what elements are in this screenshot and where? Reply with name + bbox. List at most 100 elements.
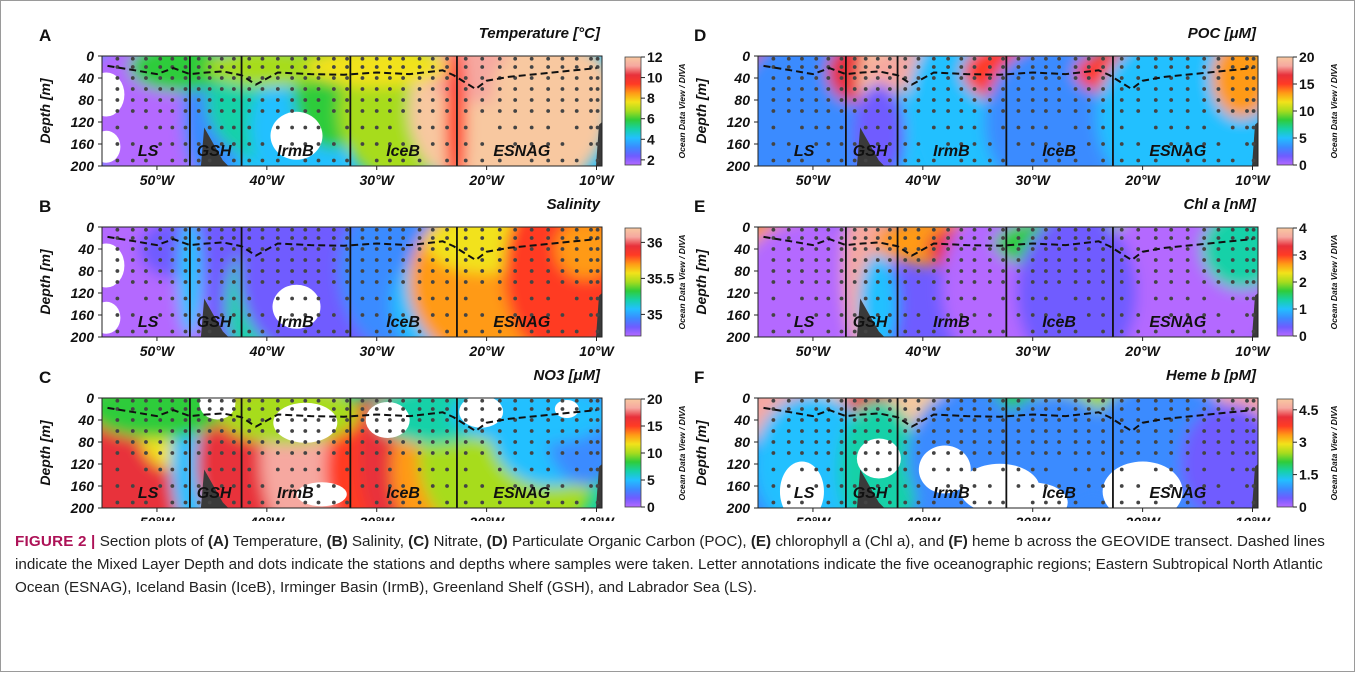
sample-dot bbox=[1044, 142, 1048, 146]
sample-dot bbox=[1016, 76, 1021, 80]
sample-dot bbox=[946, 407, 951, 411]
sample-dot bbox=[360, 87, 365, 91]
sample-dot bbox=[463, 227, 468, 232]
sample-dot bbox=[513, 142, 518, 146]
sample-dot bbox=[1136, 407, 1141, 411]
field-patch bbox=[128, 56, 229, 92]
sample-dot bbox=[1202, 247, 1207, 251]
sample-dot bbox=[814, 56, 819, 61]
region-label: IceB bbox=[386, 485, 420, 502]
sample-dot bbox=[480, 500, 485, 505]
sample-dot bbox=[275, 296, 280, 301]
sample-dot bbox=[972, 329, 977, 334]
sample-dot bbox=[1230, 500, 1235, 505]
sample-dot bbox=[903, 296, 908, 301]
sample-dot bbox=[260, 429, 265, 433]
sample-dot bbox=[331, 65, 336, 69]
sample-dot bbox=[839, 440, 844, 444]
sample-dot bbox=[529, 440, 534, 444]
sample-dot bbox=[275, 98, 280, 102]
y-tick-label: 0 bbox=[86, 48, 94, 64]
sample-dot bbox=[445, 407, 449, 411]
colorbar-tick-label: 0 bbox=[1299, 499, 1307, 515]
sample-dot bbox=[786, 500, 791, 505]
sample-dot bbox=[231, 296, 236, 301]
sample-dot bbox=[1251, 484, 1256, 488]
sample-dot bbox=[1251, 398, 1256, 403]
sample-dot bbox=[290, 313, 295, 317]
sample-dot bbox=[247, 280, 252, 284]
sample-dot bbox=[207, 329, 212, 334]
region-label: IrmB bbox=[277, 143, 313, 160]
sample-dot bbox=[1016, 484, 1021, 488]
sample-dot bbox=[826, 98, 831, 102]
sample-dot bbox=[497, 65, 502, 69]
colorbar-tick-label: 10 bbox=[1299, 103, 1315, 119]
sample-dot bbox=[275, 76, 280, 80]
sample-dot bbox=[931, 451, 936, 455]
sample-dot bbox=[183, 329, 188, 334]
sample-dot bbox=[1073, 296, 1078, 301]
sample-dot bbox=[546, 87, 551, 91]
sample-dot bbox=[1153, 467, 1158, 472]
sample-dot bbox=[814, 313, 819, 317]
no-data-area bbox=[273, 402, 338, 443]
sample-dot bbox=[875, 418, 880, 422]
sample-dot bbox=[560, 87, 565, 91]
sample-dot bbox=[1245, 280, 1249, 284]
y-tick-label: 80 bbox=[734, 92, 750, 108]
sample-dot bbox=[445, 76, 449, 80]
caption-panel-ref: (D) bbox=[486, 533, 508, 550]
sample-dot bbox=[1216, 65, 1221, 69]
sample-dot bbox=[852, 142, 857, 146]
x-tick-label: 30°W bbox=[1016, 343, 1052, 359]
x-tick-label: 50°W bbox=[140, 343, 176, 359]
sample-dot bbox=[170, 500, 175, 505]
sample-dot bbox=[231, 258, 236, 262]
sample-dot bbox=[826, 258, 831, 262]
sample-dot bbox=[589, 467, 593, 472]
sample-dot bbox=[290, 296, 295, 301]
sample-dot bbox=[1044, 87, 1048, 91]
sample-dot bbox=[1251, 467, 1256, 472]
section-field: LS GSH IrmB IceB ESNAG bbox=[102, 56, 602, 166]
sample-dot bbox=[170, 142, 175, 146]
sample-dot bbox=[1230, 56, 1235, 61]
sample-dot bbox=[875, 247, 880, 251]
sample-dot bbox=[1185, 247, 1190, 251]
x-tick-label: 50°W bbox=[140, 514, 176, 521]
sample-dot bbox=[1030, 76, 1035, 80]
y-axis-label: Depth [m] bbox=[37, 419, 53, 486]
sample-dot bbox=[972, 227, 977, 232]
sample-dot bbox=[972, 407, 977, 411]
sample-dot bbox=[260, 407, 265, 411]
sample-dot bbox=[852, 269, 857, 273]
colorbar-label: Ocean Data View / DIVA bbox=[677, 406, 687, 501]
sample-dot bbox=[1057, 65, 1061, 69]
sample-dot bbox=[595, 398, 600, 403]
sample-dot bbox=[1086, 440, 1091, 444]
panel-title: Temperature [°C] bbox=[479, 25, 601, 42]
sample-dot bbox=[1216, 418, 1221, 422]
sample-dot bbox=[401, 87, 405, 91]
sample-dot bbox=[463, 418, 468, 422]
sample-dot bbox=[916, 227, 921, 232]
sample-dot bbox=[529, 65, 534, 69]
sample-dot bbox=[1251, 407, 1256, 411]
sample-dot bbox=[839, 125, 844, 130]
sample-dot bbox=[417, 398, 422, 403]
sample-dot bbox=[360, 407, 365, 411]
sample-dot bbox=[1202, 418, 1207, 422]
sample-dot bbox=[560, 407, 565, 411]
sample-dot bbox=[275, 109, 280, 113]
sample-dot bbox=[875, 125, 880, 130]
sample-dot bbox=[1001, 467, 1005, 472]
sample-dot bbox=[388, 56, 392, 61]
sample-dot bbox=[331, 398, 336, 403]
y-tick-label: 200 bbox=[70, 500, 95, 516]
sample-dot bbox=[959, 329, 964, 334]
sample-dot bbox=[589, 142, 593, 146]
sample-dot bbox=[275, 280, 280, 284]
sample-dot bbox=[183, 429, 188, 433]
sample-dot bbox=[1101, 500, 1105, 505]
